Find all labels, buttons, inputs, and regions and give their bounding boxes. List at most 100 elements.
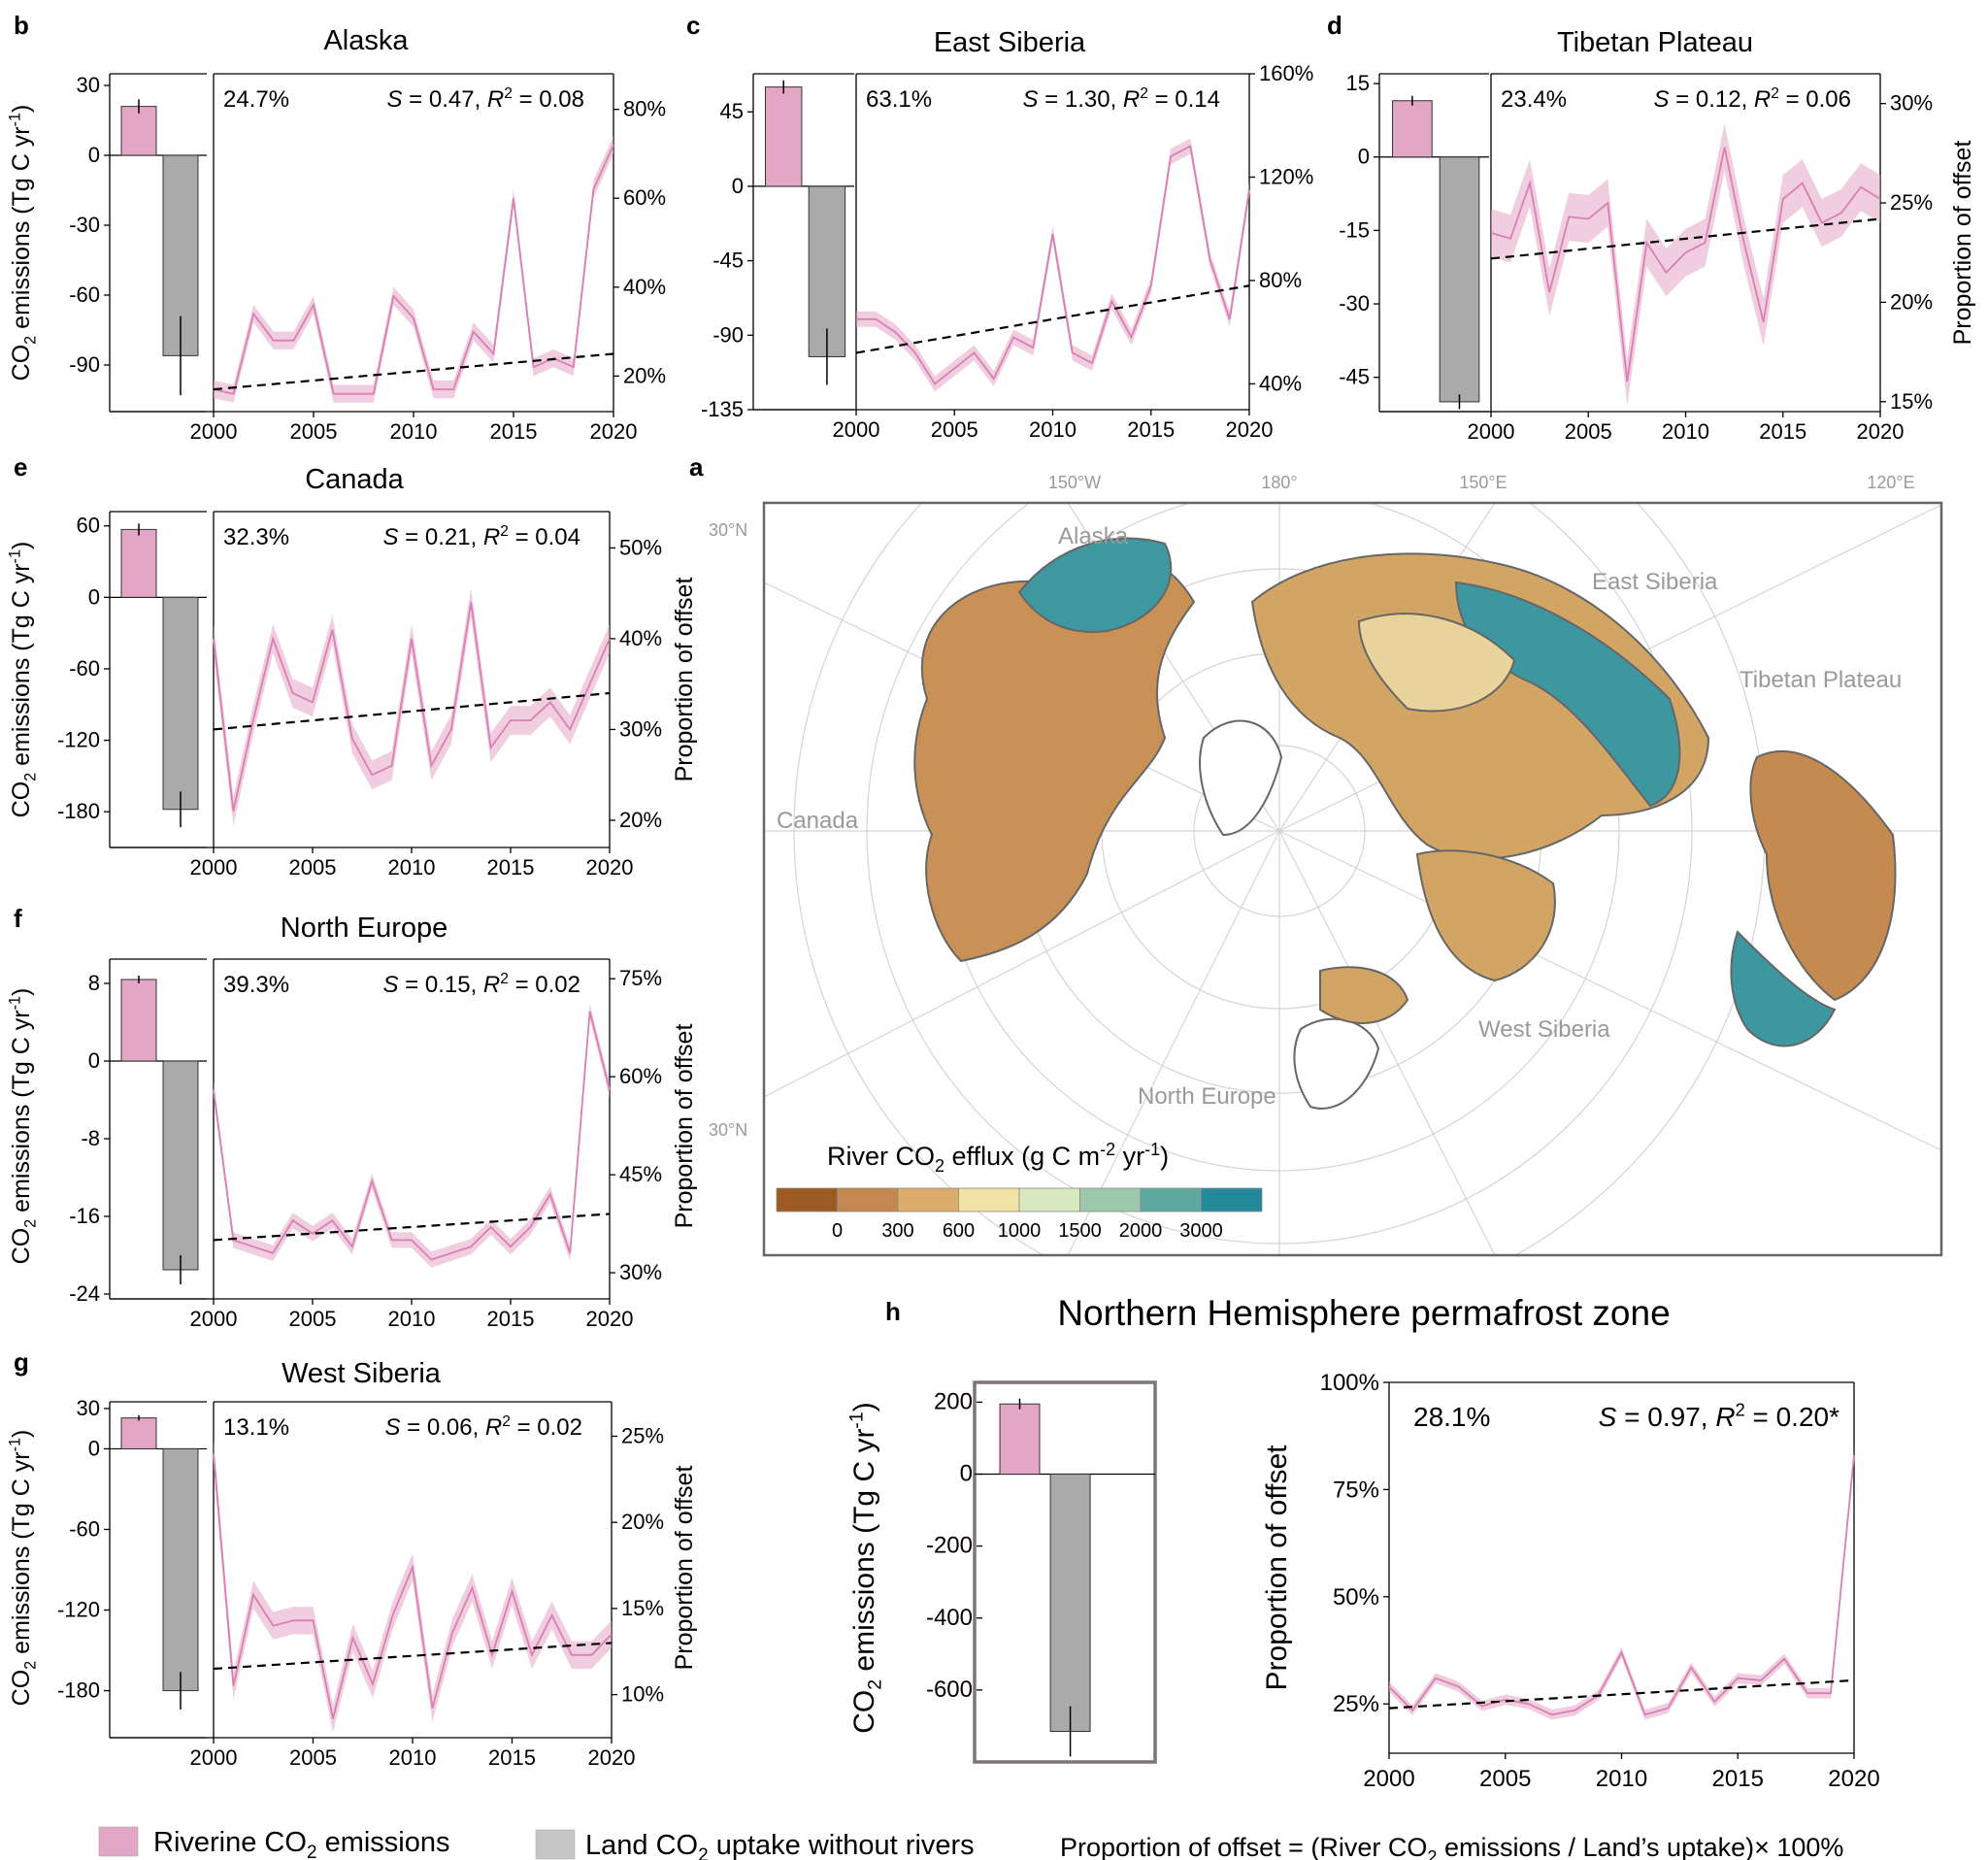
bar-ytick-label-f: 8: [88, 971, 100, 995]
land-west-siberia: [1415, 849, 1556, 982]
line-xtick-label-f: 2005: [289, 1307, 337, 1331]
bar-ytick-label-h: 200: [934, 1388, 973, 1414]
colorbar: 0 300 600 1000 1500 2000 3000: [776, 1187, 1263, 1242]
bar-riverine-g: [120, 1417, 157, 1449]
map-label-north-europe: North Europe: [1138, 1083, 1276, 1110]
label-part: CO: [8, 781, 35, 818]
stat-s-value: = 0.97,: [1616, 1402, 1715, 1432]
line-ytick-label-d: 15%: [1890, 389, 1933, 414]
label-part: CO: [848, 1690, 880, 1734]
bar-ylabel-f: CO2 emissions (Tg C yr-1): [7, 988, 40, 1265]
bar-axes-box-h: [973, 1380, 1157, 1764]
stat-r-superscript: 2: [500, 971, 509, 987]
panel-title-f: North Europe: [281, 913, 448, 944]
uncertainty-band-f: [214, 1003, 610, 1268]
stat-r-symbol: R: [487, 86, 504, 113]
stat-r-symbol: R: [485, 1414, 502, 1441]
bar-ylabel-g: CO2 emissions (Tg C yr-1): [7, 1430, 40, 1707]
colorbar-title: River CO2 efflux (g C m-2 yr-1): [827, 1140, 1169, 1176]
offset-percentage-g: 13.1%: [223, 1414, 289, 1441]
colorbar-cell: [1018, 1187, 1080, 1212]
line-xtick-label-d: 2010: [1662, 419, 1709, 444]
land-siberia-light: [1357, 613, 1516, 713]
stat-s-symbol: S: [382, 972, 398, 998]
line-ytick-label-h: 100%: [1320, 1370, 1379, 1396]
bar-ytick-label-d: -45: [1339, 365, 1370, 389]
stat-s-value: = 0.06,: [401, 1414, 485, 1441]
map-panel: a 150°W 180° 150°E 120°E: [689, 452, 1943, 1257]
line-xtick-label-f: 2010: [388, 1307, 436, 1331]
map-lon-label-2: 180°: [1261, 473, 1297, 492]
label-superscript: -1: [7, 549, 24, 563]
trend-stats-h: S = 0.97, R2 = 0.20*: [1599, 1400, 1839, 1432]
line-ylabel-e: Proportion of offset: [671, 578, 698, 782]
bar-ytick-label-g: 30: [77, 1396, 100, 1420]
stat-s-value: = 0.12,: [1670, 86, 1754, 113]
bar-ytick-label-f: 0: [88, 1048, 100, 1073]
colorbar-cell: [1201, 1187, 1263, 1212]
panel-title-b: Alaska: [323, 25, 409, 56]
bar-ytick-label-b: -60: [69, 282, 100, 307]
line-ytick-label-g: 10%: [621, 1682, 664, 1707]
map-lat-label-2: 30°N: [709, 1120, 747, 1140]
map-label-alaska: Alaska: [1058, 523, 1129, 549]
stat-r-superscript: 2: [1736, 1400, 1745, 1419]
line-ytick-label-g: 15%: [621, 1596, 664, 1620]
line-xtick-label-g: 2010: [389, 1745, 437, 1770]
panel-title-d: Tibetan Plateau: [1557, 27, 1753, 58]
line-xtick-label-c: 2010: [1029, 417, 1077, 442]
label-part: emissions (Tg C yr: [8, 1010, 35, 1218]
label-part: emissions (Tg C yr: [848, 1429, 880, 1679]
label-part: CO: [8, 345, 35, 382]
colorbar-tick-label: 3000: [1179, 1220, 1223, 1242]
line-ytick-label-h: 75%: [1333, 1477, 1379, 1503]
uncertainty-band-d: [1491, 123, 1880, 406]
bar-riverine-b: [120, 106, 157, 156]
panel-letter-a: a: [689, 452, 704, 482]
line-ytick-label-d: 30%: [1890, 91, 1933, 116]
bar-riverine-e: [120, 528, 157, 598]
stat-r-value: = 0.08: [513, 86, 584, 113]
panel-letter-b: b: [14, 11, 29, 40]
chart-c: c East Siberia 45 0 -45 -90 -135 2000 2005 2010 20…: [686, 11, 1313, 442]
map-lon-label-3: 150°E: [1459, 473, 1507, 492]
line-xtick-label-f: 2000: [190, 1307, 238, 1331]
bar-ytick-label-e: -120: [57, 728, 100, 752]
stat-r-superscript: 2: [500, 523, 509, 540]
land-greenland: [1199, 719, 1283, 837]
legend-label-land: Land CO2 uptake without rivers: [585, 1830, 975, 1860]
bar-ytick-label-h: -200: [926, 1533, 973, 1559]
colorbar-cell: [958, 1187, 1020, 1212]
trend-stats-g: S = 0.06, R2 = 0.02: [384, 1413, 582, 1441]
label-subscript: 2: [21, 1219, 39, 1228]
stat-s-value: = 1.30,: [1039, 86, 1123, 113]
line-ylabel-h: Proportion of offset: [1261, 1445, 1293, 1691]
line-ytick-label-b: 60%: [623, 185, 666, 210]
bar-ytick-label-e: 0: [88, 584, 100, 609]
bar-ytick-label-h: 0: [960, 1461, 973, 1487]
line-xtick-label-g: 2005: [289, 1745, 337, 1770]
stat-r-value: = 0.14: [1148, 86, 1220, 113]
land-tibet-wet: [1730, 930, 1837, 1047]
colorbar-tick-label: 300: [881, 1220, 913, 1242]
bar-ylabel-h: CO2 emissions (Tg C yr-1): [846, 1402, 886, 1734]
line-ytick-label-f: 75%: [619, 966, 662, 990]
colorbar-cell: [897, 1187, 959, 1212]
line-xtick-label-h: 2005: [1479, 1766, 1531, 1792]
stat-r-superscript: 2: [1771, 85, 1779, 102]
stat-s-symbol: S: [1599, 1402, 1617, 1432]
stat-r-value: = 0.04: [509, 524, 580, 550]
line-ytick-label-e: 20%: [619, 808, 662, 832]
line-xtick-label-e: 2020: [586, 855, 634, 880]
line-xtick-label-h: 2015: [1712, 1766, 1764, 1792]
colorbar-tick-label: 0: [832, 1220, 843, 1242]
line-ytick-label-g: 20%: [621, 1510, 664, 1534]
offset-percentage-f: 39.3%: [223, 972, 289, 998]
bar-ytick-label-c: 45: [720, 99, 744, 123]
line-xtick-label-b: 2005: [290, 419, 338, 444]
panel-letter-g: g: [14, 1347, 29, 1377]
bar-ytick-label-g: -120: [57, 1598, 100, 1622]
line-ytick-label-e: 40%: [619, 626, 662, 650]
colorbar-tick-label: 2000: [1119, 1220, 1163, 1242]
